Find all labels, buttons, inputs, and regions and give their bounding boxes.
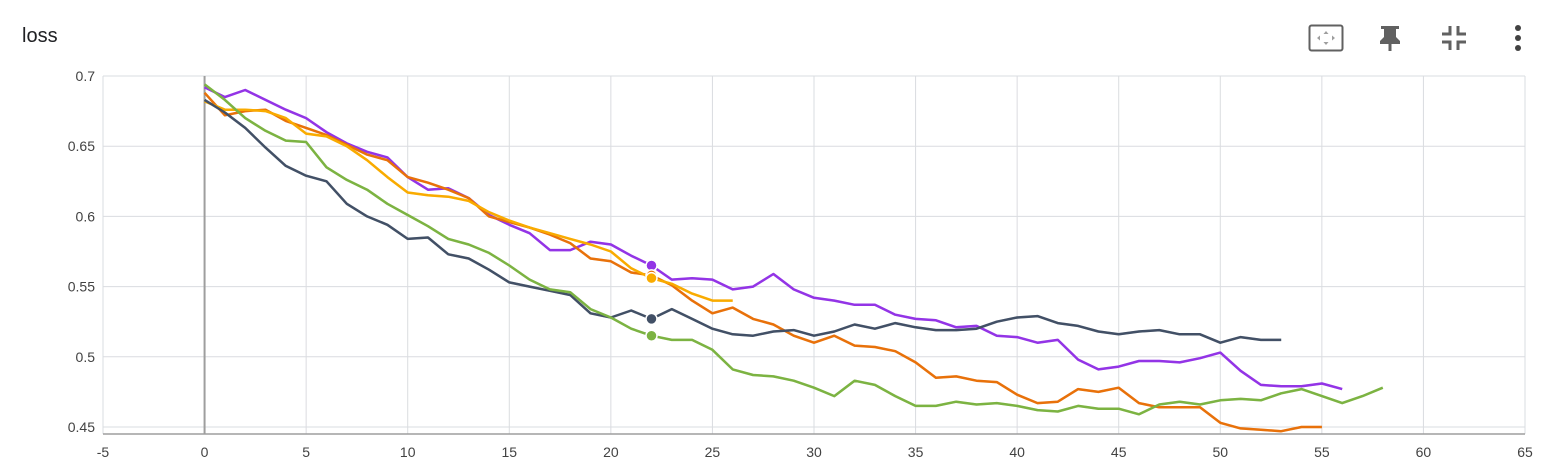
collapse-icon (1442, 26, 1466, 50)
fit-domain-icon (1308, 24, 1344, 52)
y-tick-label: 0.45 (68, 419, 95, 435)
y-tick-label: 0.5 (76, 349, 96, 365)
series-0-line[interactable] (204, 86, 1343, 391)
x-tick-label: 45 (1111, 444, 1127, 460)
x-tick-label: 65 (1517, 444, 1533, 460)
series-4-hover-marker[interactable] (645, 329, 658, 342)
x-tick-label: 50 (1212, 444, 1228, 460)
series-2-line[interactable] (204, 100, 733, 302)
fit-domain-button[interactable] (1304, 16, 1348, 60)
x-tick-label: -5 (97, 444, 110, 460)
more-vert-icon (1515, 25, 1521, 51)
y-tick-label: 0.55 (68, 279, 95, 295)
chart-toolbar (1284, 16, 1540, 60)
x-tick-label: 20 (603, 444, 619, 460)
series-3-line[interactable] (203, 98, 1282, 344)
series-0-raw-line (204, 86, 1343, 391)
x-tick-label: 40 (1009, 444, 1025, 460)
collapse-button[interactable] (1432, 16, 1476, 60)
x-tick-label: 35 (908, 444, 924, 460)
series-1-line[interactable] (203, 91, 1322, 433)
y-tick-label: 0.7 (76, 68, 96, 84)
y-tick-label: 0.65 (68, 138, 95, 154)
x-tick-label: 55 (1314, 444, 1330, 460)
series-4-line[interactable] (203, 83, 1384, 416)
x-tick-label: 15 (501, 444, 517, 460)
pin-icon (1380, 26, 1400, 51)
x-tick-label: 5 (302, 444, 310, 460)
x-tick-label: 60 (1416, 444, 1432, 460)
x-tick-label: 10 (400, 444, 416, 460)
x-tick-label: 30 (806, 444, 822, 460)
y-tick-label: 0.6 (76, 208, 96, 224)
series-1-raw-line (203, 91, 1322, 433)
more-options-button[interactable] (1496, 16, 1540, 60)
series-3-hover-marker[interactable] (645, 312, 658, 326)
series-3-raw-line (203, 98, 1282, 344)
x-tick-label: 0 (201, 444, 209, 460)
x-tick-label: 25 (705, 444, 721, 460)
pin-button[interactable] (1368, 16, 1412, 60)
series-4-raw-line (203, 83, 1384, 416)
chart-title: loss (22, 25, 58, 47)
series-2-hover-marker[interactable] (645, 271, 658, 285)
